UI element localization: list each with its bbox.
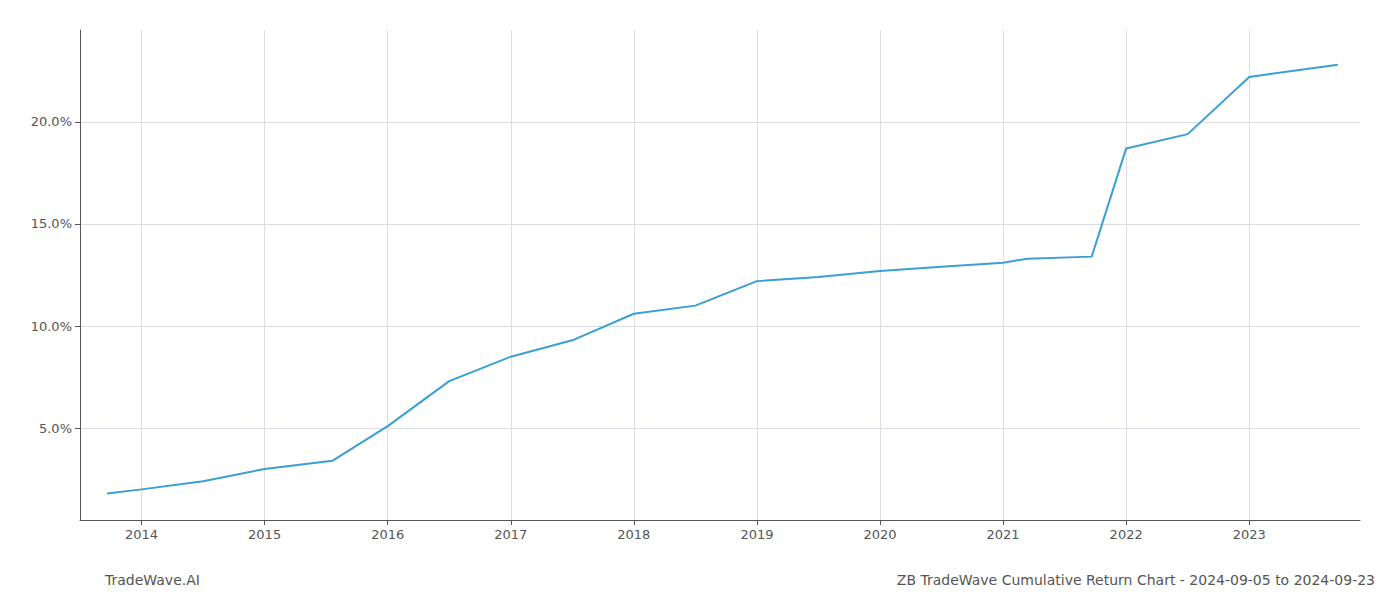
svg-text:2022: 2022 bbox=[1110, 527, 1143, 542]
svg-text:2020: 2020 bbox=[863, 527, 896, 542]
svg-text:TradeWave.AI: TradeWave.AI bbox=[104, 572, 200, 588]
svg-text:5.0%: 5.0% bbox=[39, 421, 72, 436]
svg-text:2023: 2023 bbox=[1233, 527, 1266, 542]
svg-text:2018: 2018 bbox=[617, 527, 650, 542]
svg-text:2014: 2014 bbox=[125, 527, 158, 542]
svg-text:ZB TradeWave Cumulative Return: ZB TradeWave Cumulative Return Chart - 2… bbox=[897, 572, 1375, 588]
svg-text:10.0%: 10.0% bbox=[31, 319, 72, 334]
svg-text:20.0%: 20.0% bbox=[31, 114, 72, 129]
svg-text:15.0%: 15.0% bbox=[31, 216, 72, 231]
svg-text:2019: 2019 bbox=[740, 527, 773, 542]
svg-text:2017: 2017 bbox=[494, 527, 527, 542]
svg-text:2015: 2015 bbox=[248, 527, 281, 542]
svg-text:2021: 2021 bbox=[987, 527, 1020, 542]
svg-text:2016: 2016 bbox=[371, 527, 404, 542]
